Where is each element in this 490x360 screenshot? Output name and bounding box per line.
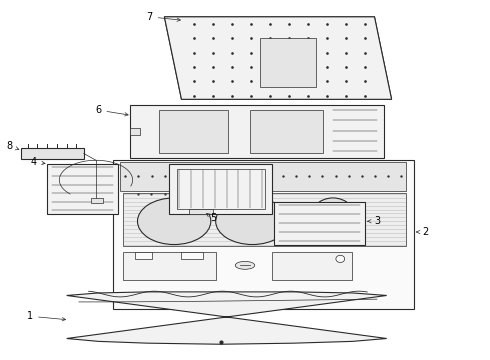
Polygon shape xyxy=(67,292,387,344)
Ellipse shape xyxy=(216,198,289,244)
Polygon shape xyxy=(164,17,392,99)
Polygon shape xyxy=(169,164,272,214)
Text: 7: 7 xyxy=(147,12,180,22)
Polygon shape xyxy=(123,193,406,246)
Polygon shape xyxy=(260,39,316,87)
Polygon shape xyxy=(135,252,152,259)
Polygon shape xyxy=(274,202,365,244)
Polygon shape xyxy=(21,148,84,159)
Text: 8: 8 xyxy=(6,141,19,151)
Ellipse shape xyxy=(235,261,255,269)
Polygon shape xyxy=(272,252,352,280)
Polygon shape xyxy=(250,110,323,153)
Polygon shape xyxy=(121,162,406,191)
Ellipse shape xyxy=(336,255,344,262)
Ellipse shape xyxy=(138,198,211,244)
Polygon shape xyxy=(130,105,384,158)
Text: 2: 2 xyxy=(416,227,429,237)
Polygon shape xyxy=(130,128,140,135)
Polygon shape xyxy=(181,252,203,259)
Text: 6: 6 xyxy=(96,105,128,116)
Polygon shape xyxy=(113,160,414,309)
Text: 5: 5 xyxy=(207,213,217,223)
Polygon shape xyxy=(164,17,392,99)
Text: 3: 3 xyxy=(368,216,380,226)
Polygon shape xyxy=(189,209,213,214)
Polygon shape xyxy=(91,198,103,203)
Polygon shape xyxy=(159,110,228,153)
Polygon shape xyxy=(123,252,216,280)
Text: 1: 1 xyxy=(27,311,66,321)
Ellipse shape xyxy=(309,198,357,244)
Polygon shape xyxy=(47,164,118,214)
Text: 4: 4 xyxy=(31,157,45,167)
